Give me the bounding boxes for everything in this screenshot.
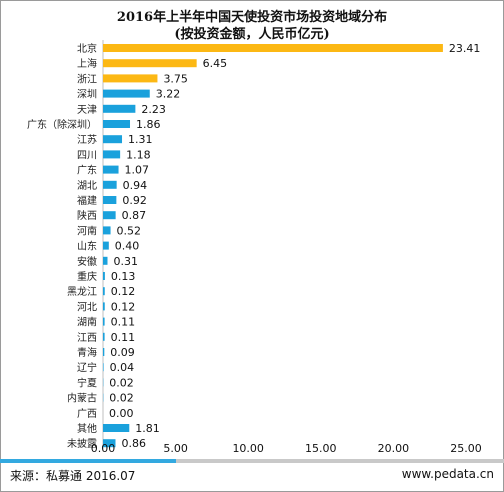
value-label: 0.11 bbox=[111, 316, 136, 329]
category-label: 天津 bbox=[77, 104, 97, 116]
value-label: 6.45 bbox=[203, 57, 228, 70]
category-label: 陕西 bbox=[77, 209, 97, 222]
bar bbox=[103, 272, 105, 280]
bar bbox=[103, 196, 117, 204]
category-label: 湖南 bbox=[77, 316, 97, 329]
value-label: 0.86 bbox=[121, 437, 146, 450]
category-label: 四川 bbox=[77, 150, 97, 161]
category-label: 重庆 bbox=[77, 270, 97, 283]
category-label: 河南 bbox=[77, 224, 97, 237]
value-label: 1.07 bbox=[125, 164, 150, 177]
bar bbox=[103, 424, 130, 432]
category-label: 湖北 bbox=[77, 180, 97, 192]
category-label: 广西 bbox=[77, 408, 97, 420]
value-label: 1.81 bbox=[135, 422, 160, 435]
bar bbox=[103, 44, 443, 52]
category-label: 未披露 bbox=[67, 437, 97, 450]
category-label: 宁夏 bbox=[77, 376, 97, 389]
x-tick-label: 5.00 bbox=[163, 442, 188, 455]
bar bbox=[103, 180, 117, 189]
value-label: 23.41 bbox=[449, 42, 481, 55]
chart-title: 2016年上半年中国天使投资市场投资地域分布 bbox=[116, 10, 388, 25]
bar bbox=[103, 211, 116, 220]
bar bbox=[103, 363, 104, 372]
category-label: 青海 bbox=[77, 346, 97, 359]
bar bbox=[103, 150, 121, 159]
bar bbox=[103, 348, 105, 356]
value-label: 0.94 bbox=[123, 179, 148, 192]
x-tick-label: 25.00 bbox=[450, 442, 482, 455]
value-label: 2.23 bbox=[141, 103, 166, 116]
category-label: 广东（除深圳） bbox=[27, 118, 97, 131]
category-label: 福建 bbox=[77, 194, 97, 207]
category-label: 其他 bbox=[77, 422, 97, 435]
bar bbox=[103, 287, 105, 296]
category-label: 河北 bbox=[77, 301, 97, 313]
bar bbox=[103, 135, 123, 144]
bar bbox=[103, 120, 131, 128]
value-label: 1.31 bbox=[128, 133, 153, 146]
value-label: 0.00 bbox=[109, 407, 134, 420]
bar bbox=[103, 74, 158, 83]
bar bbox=[103, 332, 105, 341]
footer-divider-accent bbox=[0, 459, 176, 463]
category-label: 江西 bbox=[77, 332, 97, 344]
bar bbox=[103, 439, 116, 448]
value-label: 0.52 bbox=[117, 224, 142, 237]
category-label: 江苏 bbox=[77, 133, 97, 146]
footer-url: www.pedata.cn bbox=[401, 467, 494, 481]
category-label: 上海 bbox=[77, 57, 97, 70]
footer-source: 来源：私募通 2016.07 bbox=[10, 469, 136, 483]
bar bbox=[103, 241, 109, 250]
category-label: 深圳 bbox=[77, 89, 97, 101]
x-tick-label: 10.00 bbox=[232, 442, 264, 455]
value-label: 0.31 bbox=[114, 255, 138, 268]
bar bbox=[103, 59, 197, 68]
value-label: 0.13 bbox=[111, 270, 136, 283]
bar bbox=[103, 317, 105, 326]
value-label: 0.09 bbox=[110, 346, 134, 359]
value-label: 0.04 bbox=[110, 361, 135, 374]
value-label: 0.87 bbox=[122, 209, 147, 222]
category-label: 广东 bbox=[77, 164, 97, 177]
bar bbox=[103, 165, 119, 174]
value-label: 1.86 bbox=[136, 118, 161, 131]
value-label: 0.11 bbox=[111, 331, 136, 344]
x-tick-label: 15.00 bbox=[305, 442, 337, 455]
bar bbox=[103, 89, 150, 98]
value-label: 1.18 bbox=[126, 148, 151, 161]
bar bbox=[103, 104, 136, 113]
category-label: 黑龙江 bbox=[67, 285, 97, 298]
value-label: 0.92 bbox=[122, 194, 147, 207]
value-label: 3.75 bbox=[163, 72, 188, 85]
category-label: 内蒙古 bbox=[67, 392, 97, 405]
value-label: 3.22 bbox=[156, 88, 181, 101]
bar bbox=[103, 302, 105, 311]
value-label: 0.02 bbox=[109, 392, 134, 405]
footer-divider bbox=[0, 459, 504, 463]
category-label: 山东 bbox=[77, 240, 97, 253]
bar bbox=[103, 256, 108, 265]
x-tick-label: 20.00 bbox=[378, 442, 410, 455]
value-label: 0.40 bbox=[115, 240, 140, 253]
chart-subtitle: (按投资金额，人民币亿元) bbox=[174, 27, 330, 42]
category-label: 安徽 bbox=[77, 255, 97, 268]
bar bbox=[103, 226, 111, 235]
value-label: 0.12 bbox=[111, 300, 136, 313]
category-label: 浙江 bbox=[77, 73, 97, 85]
value-label: 0.12 bbox=[111, 285, 136, 298]
category-label: 辽宁 bbox=[77, 361, 97, 374]
value-label: 0.02 bbox=[109, 376, 134, 389]
category-label: 北京 bbox=[77, 42, 97, 55]
x-tick-label: 0.00 bbox=[91, 442, 116, 455]
